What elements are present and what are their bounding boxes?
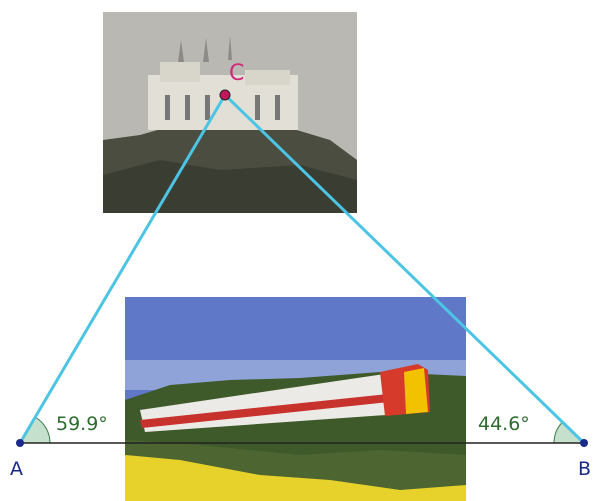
- point-a: [16, 439, 24, 447]
- angle-arc: [20, 417, 50, 443]
- angle-label-b: 44.6°: [478, 413, 530, 435]
- train-photo: [125, 297, 466, 501]
- castle-photo: [103, 12, 357, 213]
- label-b: B: [578, 458, 591, 480]
- point-b: [580, 439, 588, 447]
- label-a: A: [10, 458, 23, 480]
- label-c: C: [229, 61, 244, 86]
- angle-label-a: 59.9°: [56, 413, 108, 435]
- diagram: A B C 59.9° 44.6°: [0, 0, 600, 501]
- point-c: [220, 90, 230, 100]
